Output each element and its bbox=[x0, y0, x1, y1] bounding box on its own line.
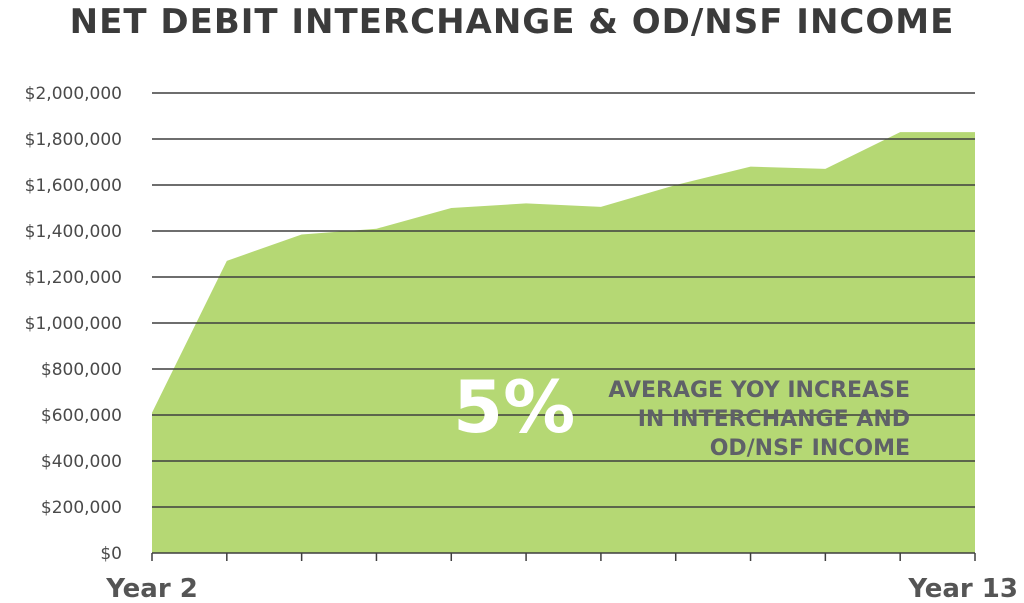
y-tick-label: $1,200,000 bbox=[25, 268, 122, 288]
callout-line-2: IN INTERCHANGE AND bbox=[638, 407, 910, 432]
chart-title: NET DEBIT INTERCHANGE & OD/NSF INCOME bbox=[69, 2, 955, 42]
callout-value: 5% bbox=[453, 365, 575, 449]
y-tick-label: $1,000,000 bbox=[25, 314, 122, 334]
area-series bbox=[152, 132, 975, 553]
y-tick-label: $2,000,000 bbox=[25, 84, 122, 104]
y-tick-label: $1,600,000 bbox=[25, 176, 122, 196]
y-tick-label: $200,000 bbox=[41, 498, 122, 518]
y-tick-label: $600,000 bbox=[41, 406, 122, 426]
callout-line-1: AVERAGE YOY INCREASE bbox=[608, 378, 910, 403]
x-tick-label: Year 2 bbox=[105, 574, 198, 603]
x-tick-label: Year 13 bbox=[907, 574, 1018, 603]
y-tick-label: $400,000 bbox=[41, 452, 122, 472]
y-tick-label: $800,000 bbox=[41, 360, 122, 380]
y-tick-label: $1,800,000 bbox=[25, 130, 122, 150]
y-tick-label: $0 bbox=[100, 544, 122, 564]
y-tick-label: $1,400,000 bbox=[25, 222, 122, 242]
callout-line-3: OD/NSF INCOME bbox=[710, 436, 910, 461]
